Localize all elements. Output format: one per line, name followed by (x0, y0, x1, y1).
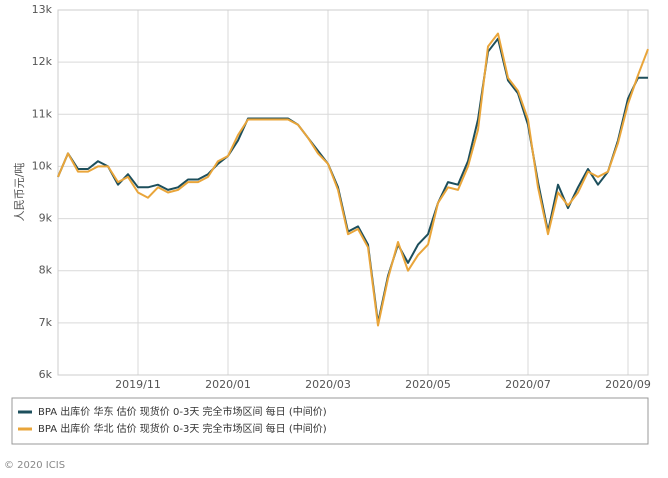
y-tick-label: 8k (39, 264, 53, 277)
x-tick-label: 2019/11 (115, 378, 161, 391)
y-tick-label: 9k (39, 212, 53, 225)
y-tick-label: 11k (32, 107, 53, 120)
footer: © 2020 ICIS (4, 460, 65, 471)
legend-label: BPA 出库价 华东 估价 现货价 0-3天 完全市场区间 每日 (中间价) (38, 405, 327, 418)
legend-box (11, 397, 649, 445)
y-tick-label: 6k (39, 368, 53, 381)
x-tick-label: 2020/05 (405, 378, 451, 391)
legend-label: BPA 出库价 华北 估价 现货价 0-3天 完全市场区间 每日 (中间价) (38, 422, 327, 435)
y-axis-label: 人民币元/吨 (13, 163, 26, 222)
x-tick-label: 2020/07 (505, 378, 551, 391)
series-line (57, 32, 649, 327)
x-tick-label: 2020/09 (605, 378, 651, 391)
y-tick-label: 13k (32, 3, 53, 16)
y-tick-label: 12k (32, 55, 53, 68)
y-tick-label: 10k (32, 159, 53, 172)
plot-border (57, 9, 649, 376)
x-tick-label: 2020/01 (205, 378, 251, 391)
y-tick-label: 7k (39, 316, 53, 329)
series-line (57, 37, 648, 324)
x-tick-label: 2020/03 (305, 378, 351, 391)
